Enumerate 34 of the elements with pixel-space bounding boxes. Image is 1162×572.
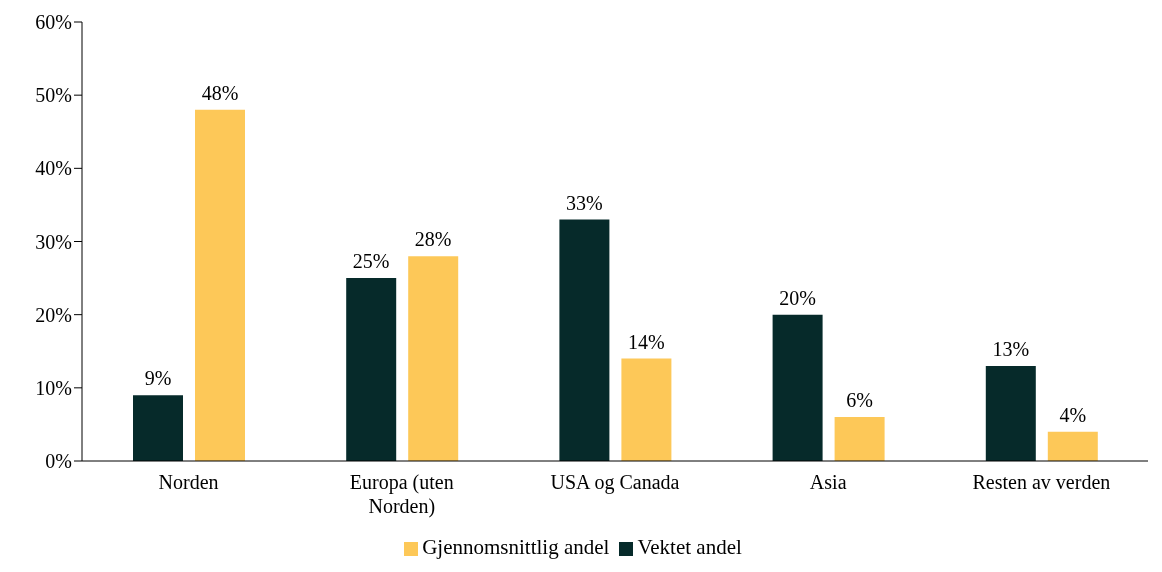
data-label: 48% — [201, 81, 239, 104]
x-tick-label: USA og Canada — [550, 471, 680, 494]
data-label: 9% — [144, 367, 172, 390]
bar — [772, 314, 823, 461]
data-label: 13% — [992, 337, 1030, 360]
y-tick-label: 40% — [35, 157, 72, 180]
data-label: 20% — [779, 286, 816, 309]
y-tick-label: 60% — [35, 11, 72, 34]
bar — [133, 395, 183, 461]
y-tick-label: 20% — [35, 303, 72, 326]
data-label: 28% — [414, 228, 452, 251]
bar — [559, 219, 610, 461]
data-label: 14% — [628, 330, 665, 353]
bar — [1047, 431, 1098, 461]
x-tick-label: Resten av verden — [972, 471, 1111, 493]
bar — [346, 278, 397, 461]
x-tick-label: Norden — [158, 471, 219, 493]
bar — [985, 365, 1036, 461]
y-tick-label: 10% — [35, 376, 72, 399]
bar — [621, 358, 672, 461]
data-label: 33% — [566, 191, 603, 214]
bar — [834, 417, 885, 461]
bar — [195, 109, 245, 461]
x-tick-label: Asia — [809, 471, 847, 493]
y-tick-label: 50% — [35, 84, 72, 107]
data-label: 6% — [846, 389, 873, 412]
y-tick-label: 30% — [35, 230, 72, 253]
bar — [408, 256, 459, 461]
x-tick-label: Europa (uten Norden) — [349, 471, 454, 518]
legend-label: Vektet andel — [637, 535, 742, 559]
data-label: 4% — [1059, 403, 1087, 426]
data-label: 25% — [352, 250, 390, 273]
y-tick-label: 0% — [45, 450, 72, 473]
legend-label: Gjennomsnittlig andel — [422, 535, 610, 559]
